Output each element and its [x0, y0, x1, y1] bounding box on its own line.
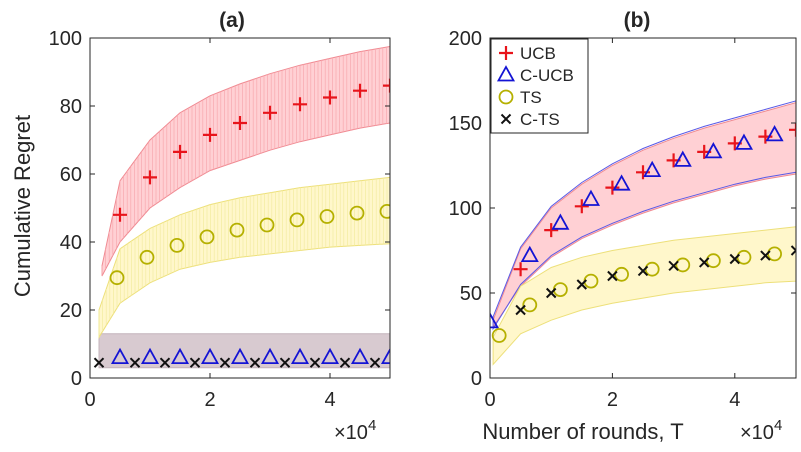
panel-a: 0 20 40 60 80 100 0 2 4 (a) ×104 Cumulative Regret [10, 9, 398, 444]
x-tick-label: 2 [607, 389, 618, 411]
y-tick-label: 40 [60, 232, 82, 254]
y-tick-label: 60 [60, 164, 82, 186]
x-axis-label: Number of rounds, T [482, 419, 683, 444]
y-axis-label: Cumulative Regret [10, 115, 35, 297]
y-tick-label: 50 [460, 283, 482, 305]
x-tick-label: 0 [484, 389, 495, 411]
y-tick-label: 0 [71, 368, 82, 390]
legend: UCB C-UCB TS C-TS [491, 39, 588, 133]
panel-title-b: (b) [624, 9, 651, 32]
y-tick-label: 200 [449, 28, 482, 50]
y-tick-label: 100 [49, 28, 82, 50]
panel-title-a: (a) [219, 9, 245, 32]
x-tick-label: 0 [84, 389, 95, 411]
y-tick-label: 100 [449, 198, 482, 220]
plot-area-b [483, 101, 801, 365]
x-tick-label: 2 [204, 389, 215, 411]
x-multiplier-b: ×104 [740, 417, 782, 444]
x-multiplier-a: ×104 [334, 417, 376, 444]
plot-area-a [95, 47, 398, 368]
legend-label: C-UCB [520, 66, 574, 85]
legend-label: UCB [520, 44, 556, 63]
y-tick-label: 20 [60, 300, 82, 322]
y-tick-label: 150 [449, 113, 482, 135]
x-multiplier-exponent: 4 [774, 417, 782, 434]
y-tick-label: 80 [60, 96, 82, 118]
y-tick-label: 0 [471, 368, 482, 390]
legend-label: TS [520, 88, 542, 107]
legend-label: C-TS [520, 110, 560, 129]
x-tick-label: 4 [729, 389, 740, 411]
x-multiplier-exponent: 4 [368, 417, 376, 434]
x-tick-label: 4 [324, 389, 335, 411]
